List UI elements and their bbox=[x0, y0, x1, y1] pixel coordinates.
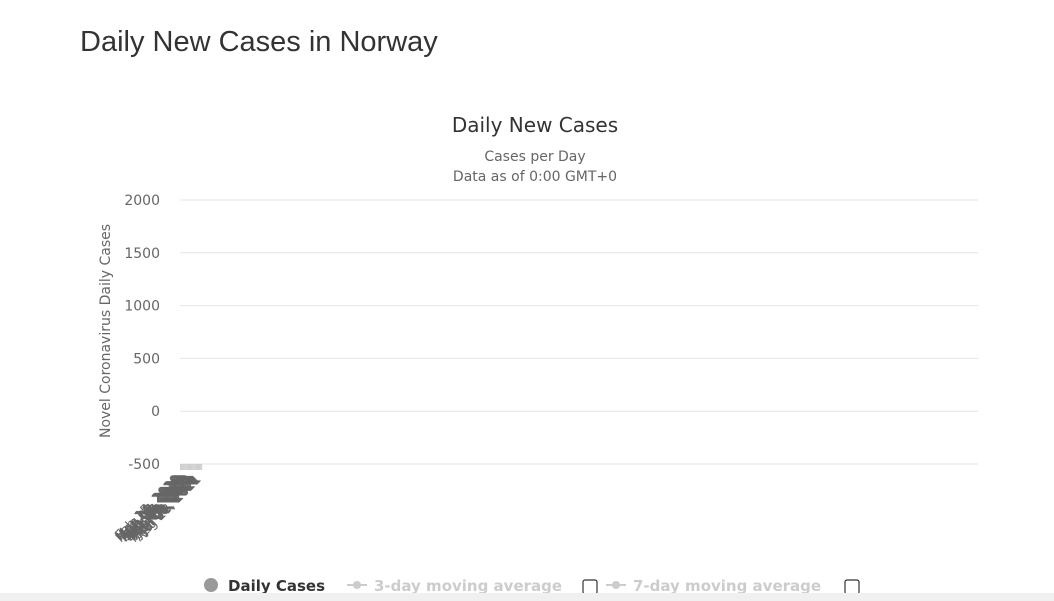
chart-subtitle-line-1: Cases per Day bbox=[484, 149, 585, 165]
y-tick-label: 1500 bbox=[124, 246, 160, 262]
legend-item-7-day-average[interactable]: 7-day moving average bbox=[606, 577, 860, 595]
y-tick-label: 1000 bbox=[124, 299, 160, 315]
y-tick-label: 500 bbox=[133, 351, 160, 367]
y-tick-label: -500 bbox=[128, 457, 160, 473]
legend-dot-icon bbox=[612, 581, 620, 589]
chart-subtitle-line-2: Data as of 0:00 GMT+0 bbox=[453, 169, 617, 185]
legend-label: 3-day moving average bbox=[374, 577, 562, 595]
legend-checkbox[interactable] bbox=[582, 579, 598, 595]
legend-item-3-day-average[interactable]: 3-day moving average bbox=[347, 577, 598, 595]
y-tick-label: 0 bbox=[151, 404, 160, 420]
legend-checkbox[interactable] bbox=[844, 579, 860, 595]
legend-dot-icon bbox=[353, 581, 361, 589]
chart-title: Daily New Cases bbox=[452, 113, 618, 137]
legend-label: Daily Cases bbox=[228, 577, 325, 595]
legend-item-daily-cases[interactable]: Daily Cases bbox=[204, 577, 325, 595]
y-tick-label: 2000 bbox=[124, 193, 160, 209]
gridlines bbox=[180, 199, 978, 465]
page-heading: Daily New Cases in Norway bbox=[80, 26, 438, 58]
bottom-strip bbox=[0, 593, 1054, 601]
legend-circle-icon bbox=[204, 578, 218, 592]
y-axis-title: Novel Coronavirus Daily Cases bbox=[98, 224, 114, 438]
y-axis-ticks: -500 0 500 1000 1500 2000 bbox=[124, 193, 160, 473]
legend-label: 7-day moving average bbox=[633, 577, 821, 595]
legend: Daily Cases 3-day moving average 7-day mov… bbox=[204, 577, 860, 595]
